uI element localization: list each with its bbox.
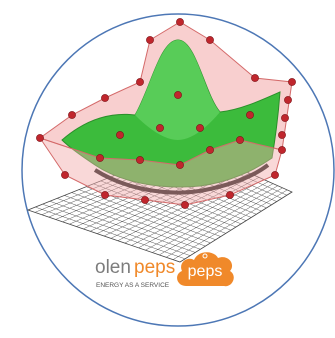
control-point <box>288 78 296 86</box>
grid-line <box>138 179 264 249</box>
control-point <box>136 78 144 86</box>
brand-tagline: ENERGY AS A SERVICE <box>96 282 170 289</box>
grid-line <box>159 185 278 256</box>
control-point <box>146 36 154 44</box>
control-point <box>141 196 149 204</box>
control-point <box>271 171 279 179</box>
control-point <box>156 124 164 132</box>
grid-line <box>131 177 260 246</box>
control-point <box>251 74 259 82</box>
control-point <box>176 18 184 26</box>
brand-name-start: olen <box>95 257 131 278</box>
grid-line <box>152 183 274 253</box>
control-point <box>206 36 214 44</box>
control-point <box>61 171 69 179</box>
badge-dot <box>202 253 208 259</box>
grid-line <box>124 175 255 244</box>
control-point <box>96 154 104 162</box>
surface-peak <box>135 40 220 140</box>
grid-line <box>166 187 283 258</box>
control-point <box>101 191 109 199</box>
control-point <box>36 134 44 142</box>
control-point <box>174 91 182 99</box>
control-point <box>68 111 76 119</box>
control-net-front <box>38 137 283 206</box>
grid-line <box>172 189 288 260</box>
control-point <box>281 114 289 122</box>
badge-text: peps <box>188 263 223 280</box>
badge-cloud <box>177 252 234 287</box>
surface-shadow <box>93 163 270 195</box>
control-point <box>196 124 204 132</box>
control-point <box>226 191 234 199</box>
control-point <box>101 94 109 102</box>
control-point <box>278 146 286 154</box>
control-point <box>236 136 244 144</box>
control-point <box>206 146 214 154</box>
grid-line <box>115 174 242 225</box>
control-point <box>136 156 144 164</box>
brand-name-end: peps <box>134 257 175 278</box>
grid-line <box>110 170 245 239</box>
grid-line <box>145 181 269 251</box>
control-point <box>181 201 189 209</box>
control-point <box>246 111 254 119</box>
control-points <box>36 18 296 209</box>
control-point <box>278 131 286 139</box>
control-point <box>176 161 184 169</box>
control-point <box>284 96 292 104</box>
control-point <box>116 131 124 139</box>
